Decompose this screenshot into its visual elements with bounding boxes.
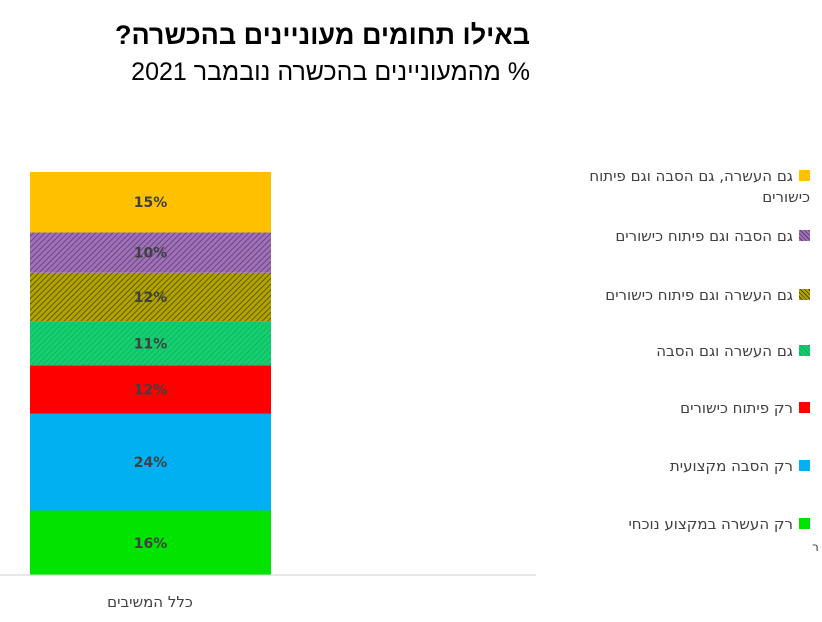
x-tick-label: כלל המשיבים: [107, 593, 193, 611]
legend-label: גם העשרה וגם פיתוח כישורים: [605, 286, 793, 304]
data-label: 10%: [134, 246, 168, 262]
legend: גם העשרה, גם הסבה וגם פיתוח כישורים גם הס…: [540, 0, 820, 600]
legend-label: רק הסבה מקצועית: [669, 457, 793, 475]
legend-item: רק פיתוח כישורים: [540, 398, 810, 419]
bar-segment: [30, 365, 271, 414]
legend-swatch: [799, 460, 810, 471]
legend-swatch: [799, 345, 810, 356]
legend-item: גם העשרה וגם פיתוח כישורים: [540, 285, 810, 306]
data-label: 24%: [134, 455, 168, 471]
data-label: 12%: [134, 383, 168, 399]
chart-subtitle: % מהמעוניינים בהכשרה נובמבר 2021: [131, 58, 530, 86]
legend-item: רק הסבה מקצועית: [540, 456, 810, 477]
legend-label: גם העשרה וגם הסבה: [656, 342, 793, 360]
corner-mark: ר: [812, 540, 819, 554]
bar-segment: [30, 510, 271, 575]
data-label: 16%: [134, 536, 168, 552]
legend-label: רק העשרה במקצוע נוכחי: [628, 515, 793, 533]
legend-swatch: [799, 230, 810, 241]
bar-segment: [30, 321, 271, 366]
legend-item: רק העשרה במקצוע נוכחי: [540, 514, 810, 535]
legend-item: גם העשרה, גם הסבה וגם פיתוח כישורים: [540, 166, 810, 208]
legend-swatch: [799, 402, 810, 413]
legend-item: גם העשרה וגם הסבה: [540, 341, 810, 362]
bar-segment: [30, 272, 271, 322]
bar-segment: [30, 413, 271, 511]
chart-title: באילו תחומים מעוניינים בהכשרה?: [115, 20, 530, 50]
legend-swatch: [799, 170, 810, 181]
bar-segment: [30, 232, 271, 273]
data-label: 15%: [134, 195, 168, 211]
data-label: 11%: [134, 336, 168, 352]
data-label: 12%: [134, 290, 168, 306]
legend-label: גם העשרה, גם הסבה וגם פיתוח כישורים: [589, 167, 810, 206]
legend-label: גם הסבה וגם פיתוח כישורים: [615, 227, 793, 245]
bar-segment: [30, 172, 271, 233]
legend-label: רק פיתוח כישורים: [680, 399, 793, 417]
legend-swatch: [799, 289, 810, 300]
bar-group: 16% 24% 12% 11% 12% 10% 15%: [30, 172, 271, 575]
legend-item: גם הסבה וגם פיתוח כישורים: [540, 226, 810, 247]
legend-swatch: [799, 518, 810, 529]
